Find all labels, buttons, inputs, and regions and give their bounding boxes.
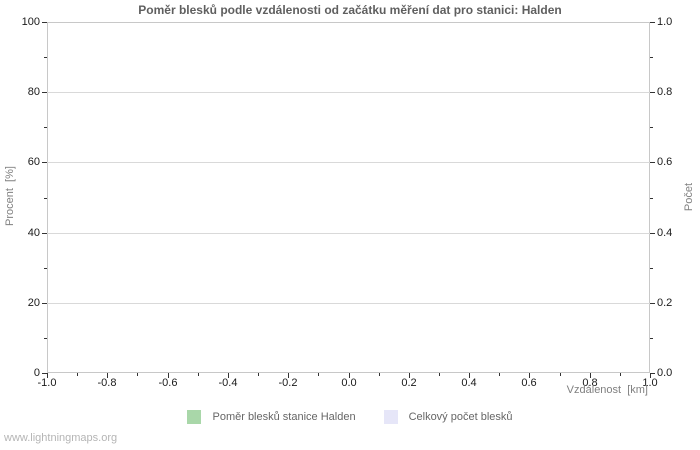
y-left-major-tick [42,22,47,23]
x-tick-label: -0.8 [97,377,117,389]
y-right-major-tick [650,303,655,304]
legend-swatch-total-icon [383,410,398,424]
legend-label-ratio: Poměr blesků stanice Halden [212,411,356,423]
y-left-tick-label: 0 [33,367,40,379]
y-left-minor-tick [44,268,47,269]
legend-swatch-ratio-icon [187,410,202,424]
x-tick-label: -0.2 [278,377,298,389]
x-major-tick [107,373,108,378]
plot-area [47,22,650,373]
x-major-tick [168,373,169,378]
x-major-tick [590,373,591,378]
legend-label-total: Celkový počet blesků [408,411,513,423]
y-right-tick-label: 0.2 [657,297,673,309]
y-left-minor-tick [44,198,47,199]
chart-title: Poměr blesků podle vzdálenosti od začátk… [138,3,562,17]
x-minor-tick [499,373,500,376]
y-left-major-tick [42,92,47,93]
y-right-minor-tick [650,268,653,269]
x-tick-label: 0.4 [461,377,477,389]
x-minor-tick [258,373,259,376]
y-right-minor-tick [650,127,653,128]
y-right-major-tick [650,162,655,163]
y-left-major-tick [42,162,47,163]
legend: Poměr blesků stanice Halden Celkový poče… [0,410,700,424]
x-minor-tick [620,373,621,376]
x-minor-tick [198,373,199,376]
x-minor-tick [77,373,78,376]
x-tick-label: -0.4 [218,377,238,389]
legend-item-total: Celkový počet blesků [383,410,513,424]
y-left-major-tick [42,373,47,374]
legend-item-ratio: Poměr blesků stanice Halden [187,410,356,424]
y-left-minor-tick [44,338,47,339]
y-axis-left-label: Procent [%] [4,166,16,226]
y-axis-right-label: Počet [683,182,695,212]
y-right-tick-label: 0.0 [657,367,673,379]
x-major-tick [349,373,350,378]
x-minor-tick [560,373,561,376]
x-major-tick [288,373,289,378]
x-tick-label: 0.0 [341,377,357,389]
y-right-major-tick [650,92,655,93]
x-tick-label: -0.6 [158,377,178,389]
x-axis-label: Vzdálenost [km] [566,384,648,396]
y-right-major-tick [650,373,655,374]
y-right-major-tick [650,22,655,23]
x-major-tick [409,373,410,378]
y-right-tick-label: 0.6 [657,156,673,168]
watermark: www.lightningmaps.org [4,432,118,444]
y-left-tick-label: 40 [27,227,40,239]
h-gridline [47,303,650,304]
x-major-tick [529,373,530,378]
x-major-tick [228,373,229,378]
y-right-major-tick [650,233,655,234]
y-left-minor-tick [44,127,47,128]
y-left-tick-label: 20 [27,297,40,309]
x-tick-label: 1.0 [642,377,658,389]
y-right-minor-tick [650,57,653,58]
x-tick-label: 0.2 [401,377,417,389]
y-left-tick-label: 100 [21,16,40,28]
h-gridline [47,162,650,163]
y-left-minor-tick [44,57,47,58]
h-gridline [47,92,650,93]
y-right-tick-label: 1.0 [657,16,673,28]
y-right-tick-label: 0.4 [657,227,673,239]
x-major-tick [650,373,651,378]
x-minor-tick [379,373,380,376]
x-tick-label: 0.6 [521,377,537,389]
x-minor-tick [318,373,319,376]
x-tick-label: -1.0 [37,377,57,389]
x-minor-tick [137,373,138,376]
x-minor-tick [439,373,440,376]
x-major-tick [47,373,48,378]
x-tick-label: 0.8 [582,377,598,389]
y-left-major-tick [42,303,47,304]
y-right-minor-tick [650,198,653,199]
h-gridline [47,233,650,234]
x-major-tick [469,373,470,378]
y-right-minor-tick [650,338,653,339]
y-left-tick-label: 60 [27,156,40,168]
y-left-tick-label: 80 [27,86,40,98]
y-right-tick-label: 0.8 [657,86,673,98]
y-left-major-tick [42,233,47,234]
